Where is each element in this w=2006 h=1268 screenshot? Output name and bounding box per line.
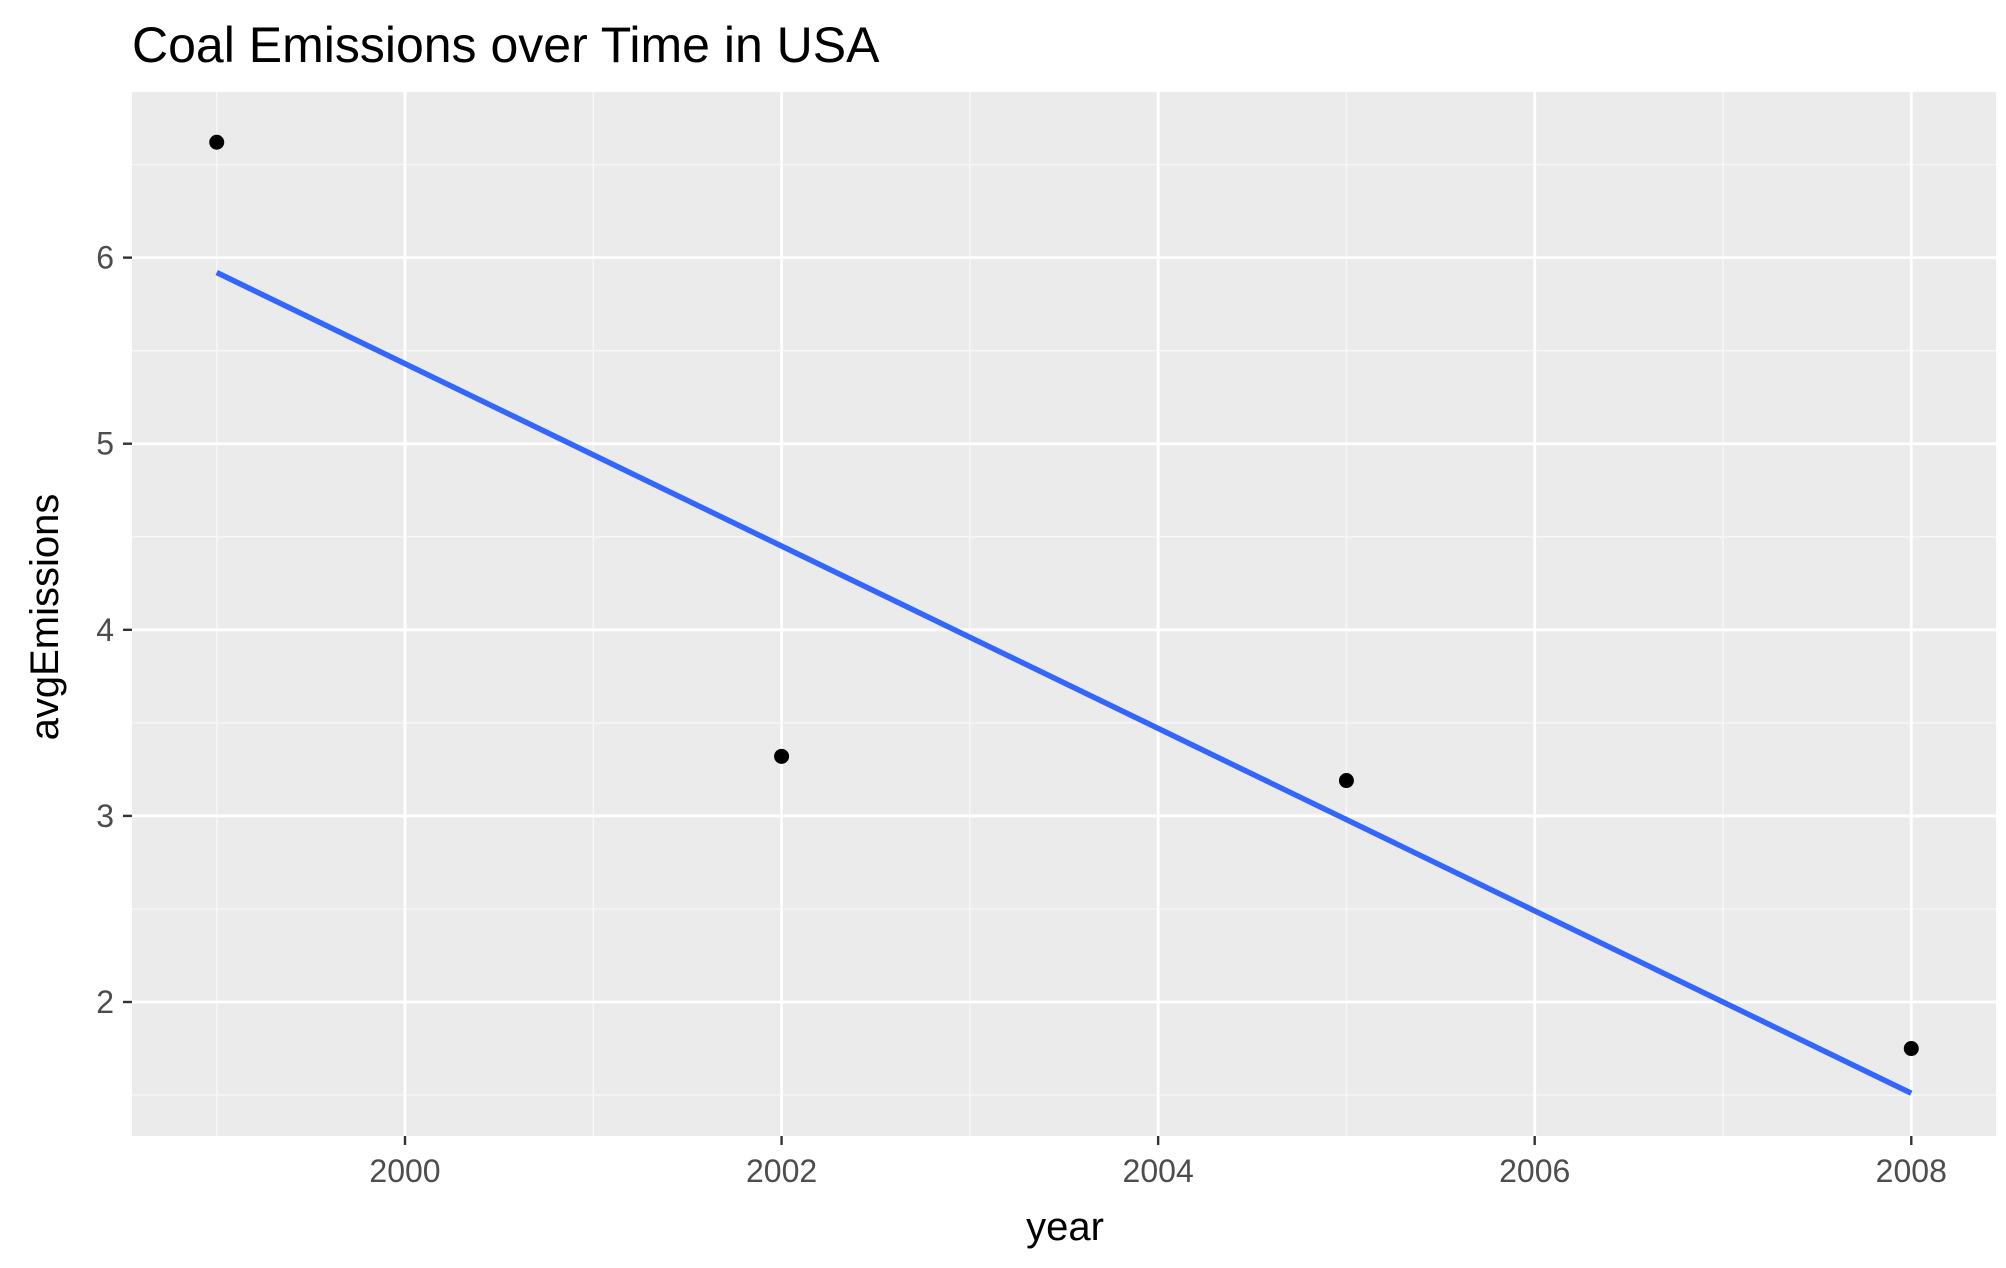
- x-tick-label: 2006: [1499, 1153, 1570, 1189]
- x-tick-label: 2002: [746, 1153, 817, 1189]
- x-axis-title: year: [1026, 1205, 1104, 1249]
- y-axis-ticks: 2 3 4 5 6: [96, 240, 132, 1020]
- chart-title: Coal Emissions over Time in USA: [132, 17, 880, 73]
- minor-gridlines: [132, 92, 1996, 1136]
- y-tick-label: 5: [96, 426, 114, 462]
- data-points-layer: [209, 134, 1919, 1057]
- major-gridlines: [132, 92, 1996, 1136]
- data-point: [1903, 1041, 1919, 1057]
- x-tick-label: 2000: [369, 1153, 440, 1189]
- plot-panel: [132, 92, 1996, 1136]
- y-axis-title: avgEmissions: [23, 494, 67, 741]
- x-tick-label: 2004: [1123, 1153, 1194, 1189]
- x-axis-ticks: 2000 2002 2004 2006 2008: [369, 1136, 1947, 1189]
- y-tick-label: 6: [96, 240, 114, 276]
- y-tick-label: 3: [96, 798, 114, 834]
- y-tick-label: 4: [96, 612, 114, 648]
- trend-line-layer: [215, 270, 1913, 1096]
- trend-line: [215, 270, 1913, 1096]
- x-tick-label: 2008: [1876, 1153, 1947, 1189]
- data-point: [1338, 773, 1354, 789]
- data-point: [209, 134, 225, 150]
- y-tick-label: 2: [96, 984, 114, 1020]
- data-point: [774, 748, 790, 764]
